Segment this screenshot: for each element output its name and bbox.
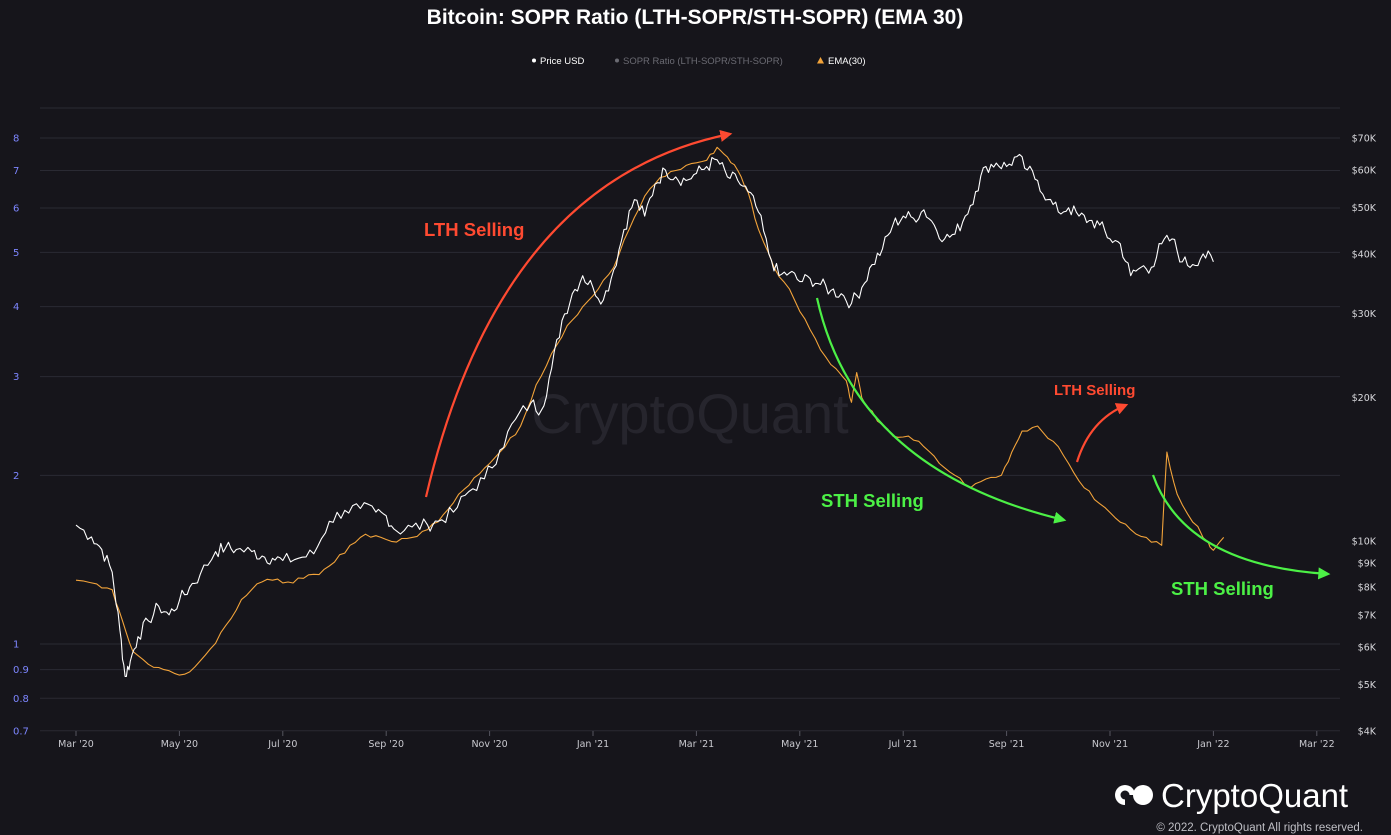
legend-price-label: Price USD bbox=[540, 56, 584, 67]
x-tick-label: Mar '20 bbox=[58, 739, 94, 750]
x-tick-label: Jan '22 bbox=[1196, 739, 1229, 750]
y-right-tick-label: $60K bbox=[1352, 165, 1377, 176]
y-right-tick-label: $40K bbox=[1352, 249, 1377, 260]
y-right-tick-label: $20K bbox=[1352, 393, 1377, 404]
x-tick-label: Nov '21 bbox=[1092, 739, 1128, 750]
y-left-tick-label: 3 bbox=[13, 372, 19, 383]
y-axis-right: $4K $5K $6K $7K $8K $9K $10K $20K $30K $40K $50K $6… bbox=[1352, 134, 1377, 738]
legend-item-ema[interactable]: EMA(30) bbox=[817, 56, 865, 67]
x-tick-label: Jul '20 bbox=[267, 739, 297, 750]
grid-lines bbox=[40, 107, 1340, 732]
lth-selling-arrow-1 bbox=[424, 129, 733, 498]
legend: Price USD SOPR Ratio (LTH-SOPR/STH-SOPR)… bbox=[532, 56, 865, 67]
y-left-tick-label: 4 bbox=[13, 302, 19, 313]
series-price-line bbox=[75, 153, 1214, 677]
y-right-tick-label: $9K bbox=[1358, 558, 1377, 569]
y-right-tick-label: $7K bbox=[1358, 610, 1377, 621]
chart-title: Bitcoin: SOPR Ratio (LTH-SOPR/STH-SOPR) … bbox=[427, 6, 964, 29]
legend-ema-label: EMA(30) bbox=[828, 56, 865, 67]
legend-price-marker bbox=[532, 58, 536, 63]
x-tick-label: May '20 bbox=[161, 739, 198, 750]
sth-selling-label-1: STH Selling bbox=[821, 490, 924, 511]
y-right-tick-label: $30K bbox=[1352, 309, 1377, 320]
x-tick-label: Nov '20 bbox=[471, 739, 507, 750]
legend-sopr-label: SOPR Ratio (LTH-SOPR/STH-SOPR) bbox=[623, 56, 783, 67]
x-tick-label: Sep '20 bbox=[368, 739, 404, 750]
copyright: © 2022. CryptoQuant All rights reserved. bbox=[1156, 822, 1363, 834]
y-right-tick-label: $6K bbox=[1358, 642, 1377, 653]
y-right-tick-label: $8K bbox=[1358, 583, 1377, 594]
legend-ema-marker bbox=[817, 57, 824, 64]
y-right-tick-label: $70K bbox=[1352, 134, 1377, 145]
x-tick-label: Jan '21 bbox=[576, 739, 609, 750]
y-left-tick-label: 1 bbox=[13, 640, 19, 651]
y-left-tick-label: 7 bbox=[13, 166, 19, 177]
cryptoquant-logo-icon bbox=[1115, 785, 1153, 806]
y-left-tick-label: 2 bbox=[13, 471, 19, 482]
y-left-tick-label: 8 bbox=[13, 134, 19, 145]
x-tick-label: Sep '21 bbox=[989, 739, 1025, 750]
y-axis-left: 0.7 0.8 0.9 1 2 3 4 5 6 7 8 bbox=[13, 134, 29, 738]
brand-logo: CryptoQuant bbox=[1115, 777, 1348, 814]
series-ema-line bbox=[75, 146, 1225, 676]
y-left-tick-label: 0.7 bbox=[13, 726, 29, 737]
y-right-tick-label: $5K bbox=[1358, 680, 1377, 691]
sth-selling-label-2: STH Selling bbox=[1171, 578, 1274, 599]
y-right-tick-label: $10K bbox=[1352, 537, 1377, 548]
y-left-tick-label: 0.9 bbox=[13, 665, 29, 676]
legend-item-price[interactable]: Price USD bbox=[532, 56, 584, 67]
y-right-tick-label: $4K bbox=[1358, 726, 1377, 737]
sth-selling-arrow-2 bbox=[1151, 474, 1331, 580]
x-axis: Mar '20 May '20 Jul '20 Sep '20 Nov '20 Jan '… bbox=[58, 731, 1335, 750]
sth-selling-arrow-1 bbox=[815, 297, 1067, 524]
lth-selling-arrow-2 bbox=[1075, 403, 1129, 463]
lth-selling-label-2: LTH Selling bbox=[1054, 382, 1135, 399]
y-right-tick-label: $50K bbox=[1352, 203, 1377, 214]
y-left-tick-label: 0.8 bbox=[13, 694, 29, 705]
legend-item-sopr[interactable]: SOPR Ratio (LTH-SOPR/STH-SOPR) bbox=[615, 56, 783, 67]
x-tick-label: Mar '21 bbox=[679, 739, 715, 750]
y-left-tick-label: 6 bbox=[13, 204, 19, 215]
lth-selling-label-1: LTH Selling bbox=[424, 219, 524, 240]
x-tick-label: May '21 bbox=[781, 739, 818, 750]
x-tick-label: Jul '21 bbox=[888, 739, 918, 750]
y-left-tick-label: 5 bbox=[13, 248, 19, 259]
brand-name: CryptoQuant bbox=[1161, 777, 1348, 814]
legend-sopr-marker bbox=[615, 58, 619, 63]
watermark: CryptoQuant bbox=[531, 382, 849, 445]
x-tick-label: Mar '22 bbox=[1299, 739, 1335, 750]
